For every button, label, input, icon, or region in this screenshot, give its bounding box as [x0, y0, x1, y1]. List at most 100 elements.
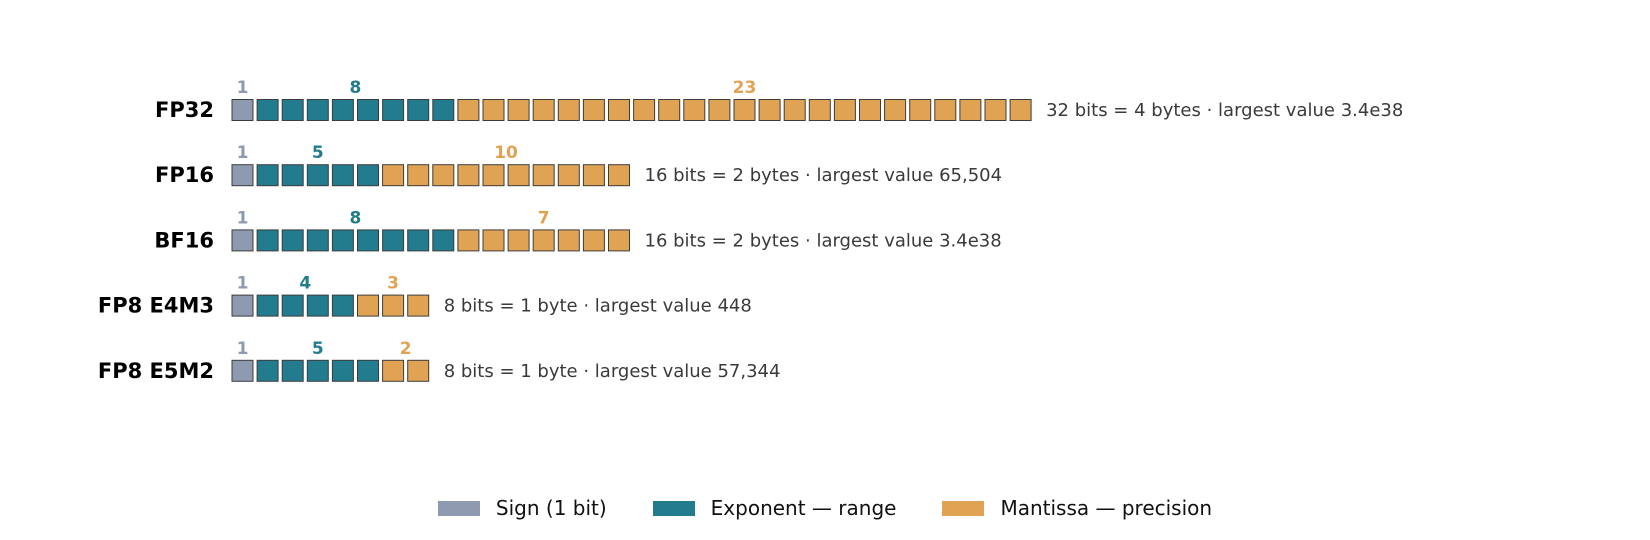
exponent-bit — [306, 99, 329, 121]
exponent-bit — [306, 359, 329, 382]
format-description: 8 bits = 1 byte · largest value 448 — [444, 296, 752, 317]
mantissa-bit — [884, 99, 907, 121]
mantissa-bit-count: 10 — [494, 143, 518, 163]
mantissa-bit — [557, 229, 580, 252]
format-row-fp8-e5m2: FP8 E5M2 1 5 2 8 bits = 1 byte · largest val… — [98, 339, 781, 383]
mantissa-bit — [582, 229, 605, 252]
mantissa-bit — [357, 294, 379, 317]
legend-item-mantissa: Mantissa — precision — [942, 496, 1212, 520]
mantissa-bit — [482, 164, 505, 187]
format-row-bf16: BF16 1 8 7 16 bits = 2 bytes · largest value… — [154, 208, 1001, 252]
exponent-bit — [281, 229, 304, 252]
exponent-bit — [256, 99, 279, 121]
mantissa-bit — [557, 164, 580, 187]
exponent-bit — [281, 99, 304, 121]
exponent-bit — [357, 229, 379, 252]
sign-bit-count: 1 — [237, 143, 249, 163]
format-description: 32 bits = 4 bytes · largest value 3.4e38 — [1046, 100, 1403, 121]
mantissa-swatch — [942, 500, 985, 516]
format-description: 16 bits = 2 bytes · largest value 65,504 — [645, 165, 1003, 186]
mantissa-bit — [909, 99, 932, 121]
legend-label-mantissa: Mantissa — precision — [1000, 496, 1213, 520]
exponent-bit-count: 8 — [350, 208, 362, 228]
exponent-bit — [281, 359, 304, 382]
format-description: 16 bits = 2 bytes · largest value 3.4e38 — [645, 230, 1002, 251]
format-name: BF16 — [154, 228, 214, 252]
mantissa-bit — [507, 99, 530, 121]
format-row-fp16: FP16 1 5 10 16 bits = 2 bytes · largest valu… — [155, 143, 1002, 187]
mantissa-bit — [382, 164, 405, 187]
sign-bit-count: 1 — [237, 274, 249, 294]
exponent-bit — [306, 229, 329, 252]
mantissa-bit — [407, 359, 430, 382]
exponent-bit — [256, 359, 279, 382]
mantissa-bit — [683, 99, 706, 121]
exponent-bit — [306, 294, 329, 317]
exponent-bit — [357, 164, 379, 187]
mantissa-bit-count: 7 — [538, 208, 550, 228]
exponent-bit — [357, 359, 379, 382]
exponent-bit-count: 5 — [312, 339, 324, 359]
exponent-bit-count: 5 — [312, 143, 324, 163]
sign-swatch — [437, 500, 480, 516]
mantissa-bit-count: 2 — [400, 339, 412, 359]
mantissa-bit — [382, 359, 405, 382]
mantissa-bit — [482, 99, 505, 121]
mantissa-bit — [783, 99, 806, 121]
mantissa-bit — [859, 99, 881, 121]
exponent-bit — [256, 229, 279, 252]
exponent-bit — [256, 164, 279, 187]
exponent-bit — [331, 359, 354, 382]
mantissa-bit — [457, 164, 480, 187]
exponent-bit — [331, 229, 354, 252]
exponent-bit-count: 4 — [299, 274, 311, 294]
mantissa-bit — [557, 99, 580, 121]
mantissa-bit-count: 23 — [733, 78, 757, 98]
mantissa-bit — [582, 164, 605, 187]
exponent-bit — [331, 164, 354, 187]
exponent-bit — [382, 229, 405, 252]
mantissa-bit — [934, 99, 957, 121]
legend-label-sign: Sign (1 bit) — [495, 496, 607, 520]
exponent-bit — [281, 164, 304, 187]
mantissa-bit — [532, 229, 555, 252]
mantissa-bit — [608, 164, 630, 187]
exponent-bit — [407, 229, 430, 252]
mantissa-bit — [808, 99, 831, 121]
format-name: FP16 — [155, 163, 214, 187]
mantissa-bit — [608, 99, 630, 121]
mantissa-bit — [532, 164, 555, 187]
exponent-bit — [331, 99, 354, 121]
mantissa-bit — [507, 229, 530, 252]
mantissa-bit — [984, 99, 1007, 121]
legend-label-exponent: Exponent — range — [710, 496, 897, 520]
sign-bit-count: 1 — [237, 78, 249, 98]
format-row-fp8-e4m3: FP8 E4M3 1 4 3 8 bits = 1 byte · largest val… — [98, 274, 752, 318]
sign-bit — [231, 164, 254, 187]
mantissa-bit-count: 3 — [387, 274, 399, 294]
mantissa-bit — [833, 99, 856, 121]
exponent-bit — [407, 99, 430, 121]
format-name: FP8 E5M2 — [98, 359, 214, 383]
mantissa-bit — [582, 99, 605, 121]
mantissa-bit — [407, 294, 430, 317]
mantissa-bit — [733, 99, 756, 121]
sign-bit-count: 1 — [237, 208, 249, 228]
format-name: FP8 E4M3 — [98, 294, 214, 318]
mantissa-bit — [658, 99, 681, 121]
mantissa-bit — [532, 99, 555, 121]
format-row-fp32: FP32 1 8 23 32 bits = 4 bytes · largest valu… — [155, 78, 1403, 122]
sign-bit — [231, 229, 254, 252]
exponent-bit — [382, 99, 405, 121]
mantissa-bit — [633, 99, 656, 121]
format-description: 8 bits = 1 byte · largest value 57,344 — [444, 361, 781, 382]
mantissa-bit — [959, 99, 982, 121]
mantissa-bit — [1009, 99, 1032, 121]
mantissa-bit — [608, 229, 630, 252]
legend-item-exponent: Exponent — range — [652, 496, 897, 520]
exponent-bit — [256, 294, 279, 317]
exponent-bit — [432, 99, 455, 121]
sign-bit — [231, 99, 254, 121]
mantissa-bit — [457, 99, 480, 121]
